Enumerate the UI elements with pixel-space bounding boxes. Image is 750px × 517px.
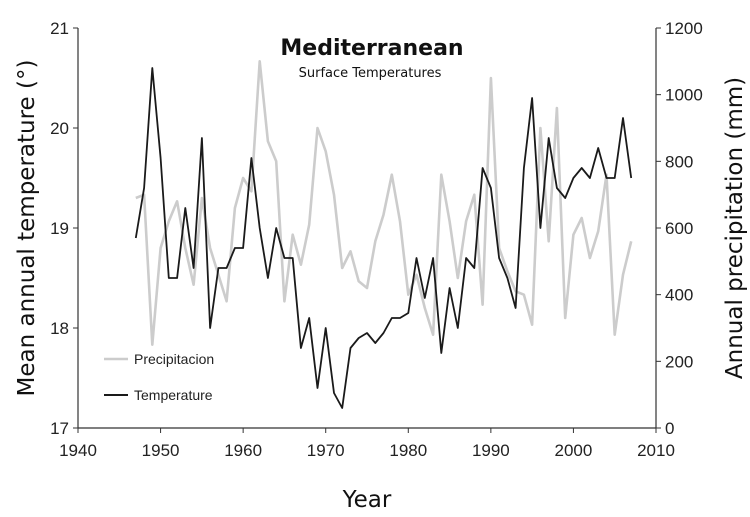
x-tick-label: 1980 xyxy=(389,441,427,460)
right-y-tick-label: 600 xyxy=(665,219,693,238)
chart-title: Mediterranean xyxy=(280,36,463,61)
left-y-tick-label: 20 xyxy=(50,119,69,138)
right-y-tick-label: 800 xyxy=(665,152,693,171)
series-layer xyxy=(134,59,633,409)
series-line-temperature xyxy=(134,67,633,409)
left-y-axis-title: Mean annual temperature (°) xyxy=(14,60,40,397)
x-tick-label: 2000 xyxy=(555,441,593,460)
left-y-tick-label: 17 xyxy=(50,419,69,438)
x-tick-label: 1940 xyxy=(59,441,97,460)
legend-label-precipitacion: Precipitacion xyxy=(134,351,214,367)
x-tick-label: 1990 xyxy=(472,441,510,460)
left-y-tick-label: 21 xyxy=(50,19,69,38)
right-y-tick-label: 0 xyxy=(665,419,674,438)
x-tick-label: 1960 xyxy=(224,441,262,460)
right-y-tick-label: 400 xyxy=(665,286,693,305)
legend: Precipitacion Temperature xyxy=(104,351,214,403)
x-tick-label: 1970 xyxy=(307,441,345,460)
x-axis-title: Year xyxy=(342,487,392,513)
right-y-axis-title: Annual precipitation (mm) xyxy=(722,77,748,379)
right-y-tick-label: 1000 xyxy=(665,86,703,105)
right-y-tick-label: 200 xyxy=(665,352,693,371)
right-y-tick-label: 1200 xyxy=(665,19,703,38)
left-y-tick-label: 18 xyxy=(50,319,69,338)
left-y-tick-label: 19 xyxy=(50,219,69,238)
ticks: 1940 1950 1960 1970 1980 1990 2000 201017181920… xyxy=(50,19,703,460)
chart-subtitle: Surface Temperatures xyxy=(299,66,442,81)
series-line-precipitacion xyxy=(135,59,633,347)
x-tick-label: 1950 xyxy=(142,441,180,460)
legend-label-temperature: Temperature xyxy=(134,387,213,403)
x-tick-label: 2010 xyxy=(637,441,675,460)
